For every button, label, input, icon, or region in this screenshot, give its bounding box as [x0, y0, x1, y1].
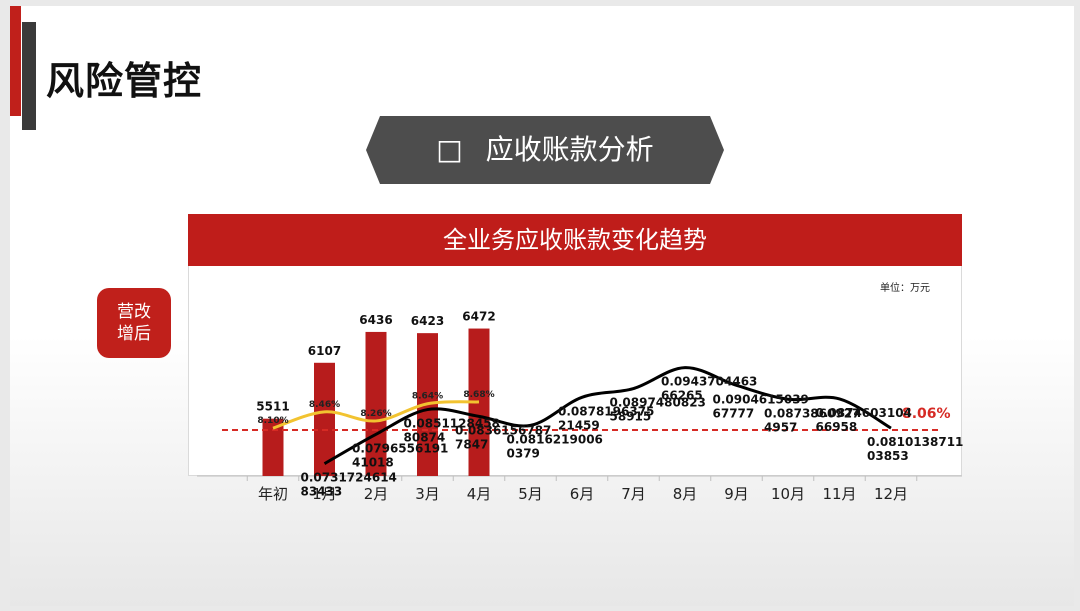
trend-value-label: 0.0810138711 03853 [867, 435, 963, 463]
trend-value-label-line: 0.0897480823 [610, 396, 706, 410]
trend-value-label: 0.0897480823 58915 [610, 396, 706, 424]
trend-value-label-line: 0379 [507, 446, 540, 460]
x-tick-label: 1月 [312, 485, 337, 503]
trend-value-label-line: 7847 [455, 437, 488, 451]
trend-value-label: 0.0904615039 67777 [713, 392, 809, 420]
bar-value-label: 6436 [359, 313, 392, 327]
trend-value-label-line: 0.0851128458 [404, 417, 500, 431]
ratio-value-label: 8.64% [412, 392, 443, 402]
page-title: 风险管控 [46, 59, 203, 103]
trend-value-label-line: 58915 [610, 410, 652, 424]
trend-value-label: 0.0836156787 7847 [455, 423, 551, 451]
threshold-label: 8.06% [902, 406, 951, 422]
x-tick-label: 10月 [771, 485, 805, 503]
trend-value-label-line: 66265 [661, 389, 703, 403]
ratio-value-label: 8.46% [309, 400, 340, 410]
side-badge-text: 营改增后 [117, 302, 151, 344]
trend-value-label-line: 0.0878196375 [558, 404, 654, 418]
trend-value-label: 0.0943704463 66265 [661, 375, 757, 403]
chart-title: 全业务应收账款变化趋势 [188, 214, 962, 266]
bar [262, 418, 284, 476]
trend-value-label-line: 0.0816219006 [507, 432, 603, 446]
bar [365, 331, 387, 476]
title-accent-bar-dark [22, 22, 36, 130]
trend-value-label-line: 83433 [301, 485, 343, 499]
trend-value-label-line: 41018 [352, 455, 394, 469]
trend-value-label-line: 0.0943704463 [661, 375, 757, 389]
section-banner: □ 应收账款分析 [366, 116, 724, 184]
trend-value-label-line: 0.0796556191 [352, 441, 448, 455]
x-tick-label: 9月 [724, 485, 749, 503]
x-tick-label: 11月 [822, 485, 856, 503]
trend-value-label: 0.0851128458 80874 [404, 417, 500, 445]
x-tick-label: 3月 [415, 485, 440, 503]
section-banner-shape [366, 116, 724, 184]
trend-value-label: 0.0816219006 0379 [507, 432, 603, 460]
trend-value-label-line: 0.0904615039 [713, 392, 809, 406]
trend-series-line [323, 366, 892, 465]
ratio-value-label: 8.68% [463, 390, 494, 400]
unit-label: 单位：万元 [880, 283, 930, 294]
trend-value-label-line: 0.0731724614 [301, 471, 397, 485]
bar [314, 362, 335, 476]
bar-value-label: 6107 [308, 344, 341, 358]
x-tick-label: 年初 [258, 485, 288, 503]
trend-value-label-line: 67777 [713, 406, 755, 420]
ratio-series-line [272, 400, 480, 430]
square-bullet-icon: □ [436, 133, 463, 166]
bar-value-label: 5511 [256, 400, 289, 414]
x-tick-label: 7月 [621, 485, 646, 503]
x-tick-label: 4月 [467, 485, 492, 503]
x-tick-label: 12月 [874, 485, 908, 503]
trend-value-label-line: 4957 [764, 420, 797, 434]
trend-value-label: 0.0873860927 4957 [764, 406, 860, 434]
x-tick-label: 6月 [570, 485, 595, 503]
trend-value-label-line: 0.0874603104 [816, 406, 912, 420]
trend-value-label: 0.0731724614 83433 [301, 471, 397, 499]
side-badge: 营改增后 [97, 288, 171, 358]
ratio-value-label: 8.10% [257, 416, 288, 426]
x-tick-label: 8月 [673, 485, 698, 503]
trend-value-label: 0.0874603104 66958 [816, 406, 912, 434]
bar-value-label: 6423 [411, 314, 444, 328]
bar-value-label: 6472 [462, 310, 495, 324]
section-title-text: 应收账款分析 [485, 133, 654, 166]
trend-value-label-line: 80874 [404, 431, 446, 445]
title-accent-bar-red [10, 6, 21, 116]
trend-value-label-line: 66958 [816, 420, 858, 434]
trend-value-label-line: 0.0810138711 [867, 435, 963, 449]
x-tick-label: 2月 [364, 485, 389, 503]
trend-value-label: 0.0878196375 21459 [558, 404, 654, 432]
trend-value-label-line: 21459 [558, 418, 600, 432]
x-tick-label: 5月 [518, 485, 543, 503]
section-title: □ 应收账款分析 [366, 116, 724, 184]
ratio-value-label: 8.26% [360, 409, 391, 419]
trend-value-label-line: 0.0873860927 [764, 406, 860, 420]
trend-value-label-line: 03853 [867, 449, 909, 463]
trend-value-label-line: 0.0836156787 [455, 423, 551, 437]
trend-value-label: 0.0796556191 41018 [352, 441, 448, 469]
